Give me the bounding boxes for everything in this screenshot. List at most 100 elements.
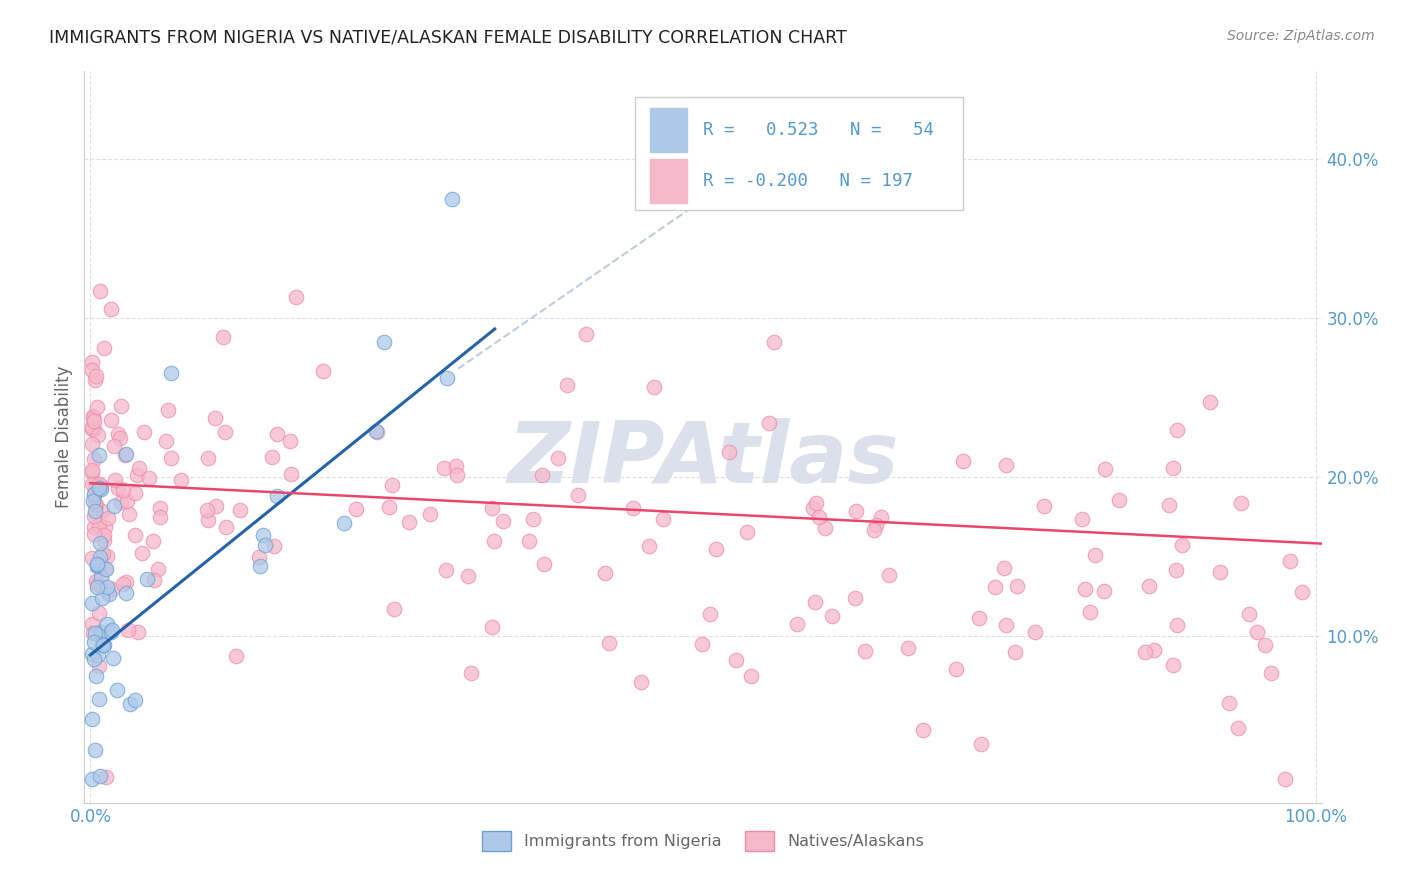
Point xyxy=(83,519,105,533)
Point xyxy=(86,580,108,594)
Point xyxy=(844,591,866,605)
Point xyxy=(1199,395,1222,409)
Point xyxy=(332,516,354,530)
Point xyxy=(1246,625,1268,640)
Point xyxy=(870,509,893,524)
Point xyxy=(364,424,387,438)
FancyBboxPatch shape xyxy=(636,97,963,211)
Point xyxy=(804,496,827,510)
Point xyxy=(142,533,165,548)
Point xyxy=(555,377,578,392)
Point xyxy=(83,452,105,467)
Point xyxy=(114,448,136,462)
Point xyxy=(994,618,1017,632)
Point xyxy=(1291,585,1313,599)
Point xyxy=(80,647,103,661)
Point xyxy=(266,489,288,503)
Point xyxy=(83,509,105,524)
Point xyxy=(83,475,105,490)
Point xyxy=(1209,566,1232,580)
Point xyxy=(862,523,884,537)
Point xyxy=(91,637,114,651)
Point xyxy=(89,536,111,550)
FancyBboxPatch shape xyxy=(650,108,688,152)
Point xyxy=(118,697,141,711)
Point xyxy=(87,518,110,533)
Point xyxy=(84,626,107,640)
Point xyxy=(481,501,503,516)
Point xyxy=(101,651,124,665)
Point xyxy=(103,439,125,453)
Point xyxy=(111,483,134,498)
Point xyxy=(1274,772,1296,786)
Point xyxy=(912,723,935,737)
Point xyxy=(96,617,118,632)
Point xyxy=(80,363,103,377)
Point xyxy=(1218,697,1240,711)
Point xyxy=(993,561,1015,575)
Point xyxy=(169,474,191,488)
Point xyxy=(652,512,675,526)
Point xyxy=(969,737,991,751)
Point xyxy=(87,427,110,442)
Point xyxy=(1260,665,1282,680)
Point xyxy=(522,512,544,526)
Point xyxy=(84,374,107,388)
Point xyxy=(446,467,468,482)
Point xyxy=(801,501,824,516)
Point xyxy=(96,580,118,594)
Point xyxy=(157,403,180,417)
Point xyxy=(877,568,900,582)
Point xyxy=(112,577,135,591)
Point xyxy=(80,772,103,786)
Point xyxy=(93,562,115,576)
Point xyxy=(1094,462,1116,476)
Point xyxy=(80,463,103,477)
Point xyxy=(212,330,235,344)
Point xyxy=(90,625,112,640)
Point xyxy=(1007,580,1029,594)
Point xyxy=(821,608,844,623)
Point xyxy=(1084,549,1107,563)
Point xyxy=(125,468,148,483)
Point xyxy=(89,659,111,673)
Point xyxy=(195,503,218,517)
Text: R = -0.200   N = 197: R = -0.200 N = 197 xyxy=(703,172,912,190)
Point xyxy=(398,515,420,529)
Point xyxy=(865,517,887,532)
Point xyxy=(90,482,112,496)
Point xyxy=(1163,461,1185,475)
Point xyxy=(263,539,285,553)
Point xyxy=(945,662,967,676)
Point xyxy=(284,290,307,304)
Point xyxy=(517,534,540,549)
Point xyxy=(117,494,139,508)
Point xyxy=(457,569,479,583)
Point xyxy=(197,451,219,466)
Point xyxy=(80,476,103,491)
Point xyxy=(786,616,808,631)
Point xyxy=(94,520,117,534)
Point xyxy=(533,557,555,571)
Point xyxy=(87,476,110,491)
Point xyxy=(952,454,974,468)
Point xyxy=(107,481,129,495)
Point xyxy=(814,520,837,534)
Point xyxy=(83,489,105,503)
Point xyxy=(717,445,740,459)
Point xyxy=(80,550,103,565)
Point xyxy=(984,580,1007,594)
Point xyxy=(82,411,104,425)
Point xyxy=(197,513,219,527)
Point xyxy=(1239,607,1261,622)
Point xyxy=(1166,423,1188,437)
Text: R =   0.523   N =   54: R = 0.523 N = 54 xyxy=(703,121,934,139)
Point xyxy=(735,525,758,540)
Point xyxy=(84,574,107,589)
Point xyxy=(135,572,157,586)
Point xyxy=(575,326,598,341)
Point xyxy=(104,473,127,487)
Point xyxy=(97,511,120,525)
Point xyxy=(100,413,122,427)
Point xyxy=(128,461,150,475)
